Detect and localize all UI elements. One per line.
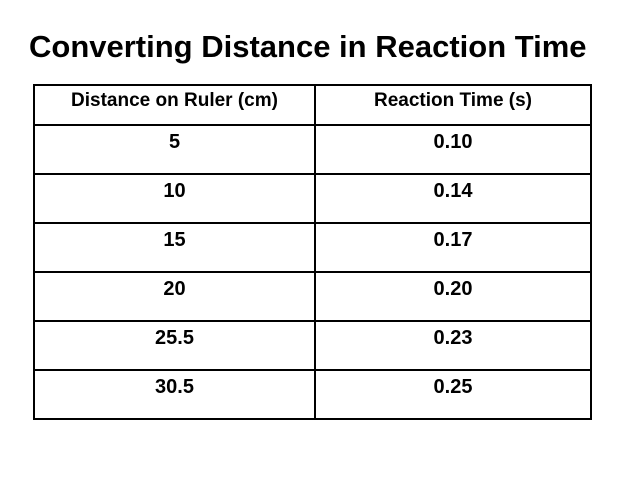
cell-distance: 10 xyxy=(33,173,316,224)
column-header-reaction-time: Reaction Time (s) xyxy=(314,84,592,126)
table-row: 20 0.20 xyxy=(33,271,592,322)
slide-title: Converting Distance in Reaction Time xyxy=(29,29,587,64)
cell-distance: 15 xyxy=(33,222,316,273)
cell-reaction-time: 0.17 xyxy=(314,222,592,273)
cell-reaction-time: 0.20 xyxy=(314,271,592,322)
cell-reaction-time: 0.25 xyxy=(314,369,592,420)
cell-reaction-time: 0.10 xyxy=(314,124,592,175)
data-table: Distance on Ruler (cm) Reaction Time (s)… xyxy=(33,84,592,420)
cell-reaction-time: 0.14 xyxy=(314,173,592,224)
table-row: 10 0.14 xyxy=(33,173,592,224)
cell-distance: 20 xyxy=(33,271,316,322)
cell-distance: 5 xyxy=(33,124,316,175)
table-row: 5 0.10 xyxy=(33,124,592,175)
table-row: 15 0.17 xyxy=(33,222,592,273)
table-row: 30.5 0.25 xyxy=(33,369,592,420)
column-header-distance: Distance on Ruler (cm) xyxy=(33,84,316,126)
cell-distance: 25.5 xyxy=(33,320,316,371)
cell-distance: 30.5 xyxy=(33,369,316,420)
table-header-row: Distance on Ruler (cm) Reaction Time (s) xyxy=(33,84,592,126)
cell-reaction-time: 0.23 xyxy=(314,320,592,371)
table-row: 25.5 0.23 xyxy=(33,320,592,371)
